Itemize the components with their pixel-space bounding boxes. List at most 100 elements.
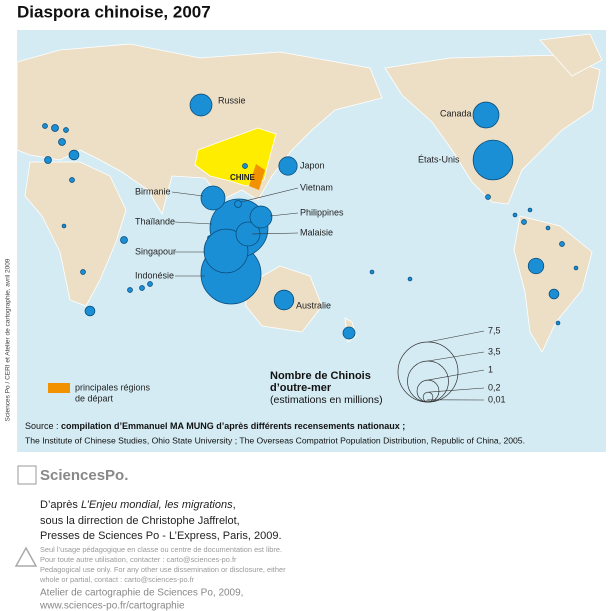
bubble [242, 163, 248, 169]
reference: Presses de Sciences Po - L’Express, Pari… [40, 530, 282, 542]
bubble [68, 149, 80, 161]
notice: Pour toute autre utilisation, contacter … [40, 555, 237, 564]
bubble [120, 236, 128, 244]
bubble [84, 305, 96, 317]
bubble [278, 156, 298, 176]
legend-leader [427, 351, 485, 362]
country-label: Malaisie [300, 227, 333, 237]
legend-label: 0,2 [488, 382, 501, 392]
country-label: Russie [218, 95, 246, 105]
departure-region [249, 164, 265, 190]
country-label: Singapour [135, 246, 176, 256]
departure-label: de départ [75, 393, 114, 403]
bubble [139, 285, 145, 291]
bubble [127, 287, 133, 293]
bubble [559, 241, 565, 247]
bubble [472, 139, 514, 181]
country-label: Australie [296, 300, 331, 310]
bubble [63, 127, 69, 133]
notice: Pedagogical use only. For any other use … [40, 565, 286, 574]
bubble [512, 212, 518, 218]
leader-line [251, 232, 299, 235]
legend-label: 1 [488, 364, 493, 374]
country-label: Japon [300, 160, 325, 170]
country-label: Vietnam [300, 182, 333, 192]
bubble [472, 101, 500, 129]
bubble [369, 269, 375, 275]
country-label: Indonésie [135, 270, 174, 280]
bubble [61, 223, 67, 229]
bubble [234, 200, 242, 208]
credit: Atelier de cartographie de Sciences Po, … [40, 588, 243, 599]
eurasia [16, 43, 383, 216]
country-label: Canada [440, 108, 472, 118]
reference: sous la dirrection de Christophe Jaffrel… [40, 515, 240, 527]
legend-leader [427, 387, 485, 393]
land [16, 33, 603, 353]
departure-swatch [48, 383, 70, 393]
notice: Seul l’usage pédagogique en classe ou ce… [40, 545, 282, 554]
bubble [545, 225, 551, 231]
logo-icon [17, 465, 37, 485]
source-prefix: Source : [25, 421, 61, 431]
bubble [69, 177, 75, 183]
greenland [539, 33, 603, 77]
country-label: Philippines [300, 207, 344, 217]
bubble [407, 276, 413, 282]
legend-label: 3,5 [488, 346, 501, 356]
china-label: CHINE [230, 173, 256, 182]
title: Diaspora chinoise, 2007 [17, 2, 211, 21]
source-bold: compilation d’Emmanuel MA MUNG d’après d… [61, 421, 405, 431]
ref-post: , [233, 499, 236, 511]
ref-italic: L’Enjeu mondial, les migrations [81, 499, 233, 511]
bubble [203, 228, 249, 274]
bubble [527, 207, 533, 213]
side-credit: Sciences Po / CERI et Atelier de cartogr… [5, 258, 12, 421]
leader-line [174, 221, 213, 225]
source: Source : compilation d’Emmanuel MA MUNG … [25, 421, 405, 431]
bubble [80, 269, 86, 275]
bubble [485, 194, 491, 200]
leader-line [171, 191, 204, 197]
bubble [555, 320, 561, 326]
legend-circle [426, 399, 430, 403]
bubble [249, 205, 273, 229]
legend-leader [427, 369, 485, 381]
legend-label: 0,01 [488, 394, 506, 404]
reference: D’après L’Enjeu mondial, les migrations, [40, 499, 236, 511]
bubble [189, 93, 213, 117]
bubble [44, 156, 52, 164]
ref-pre: D’après [40, 499, 81, 511]
bubble [58, 138, 66, 146]
size-title: d’outre-mer [270, 382, 332, 394]
bubbles: Indonésie Thaïlande Singapour Malaisie Phili… [42, 93, 579, 340]
legend-leader [427, 330, 485, 343]
bubble [527, 257, 545, 275]
country-label: Birmanie [135, 186, 171, 196]
bubble [200, 185, 226, 211]
logo: SciencesPo. [40, 467, 128, 484]
departure-label: principales régions [75, 382, 151, 392]
bubble [342, 326, 356, 340]
bubble [521, 219, 527, 225]
south-america [513, 215, 593, 353]
size-legend: 7,5 3,5 1 0,2 0,01 [397, 325, 506, 404]
bubble [51, 124, 59, 132]
bubble [147, 281, 153, 287]
legend-label: 7,5 [488, 325, 501, 335]
warning-icon [14, 546, 38, 567]
country-label: Thaïlande [135, 216, 175, 226]
credit: www.sciences-po.fr/cartographie [39, 601, 185, 611]
notice: whole or partial, contact : carto@scienc… [39, 575, 195, 584]
leader-line [269, 212, 299, 217]
bubble [573, 265, 579, 271]
size-subtitle: (estimations en millions) [270, 394, 383, 406]
africa [24, 161, 127, 307]
bubble [273, 289, 295, 311]
size-title: Nombre de Chinois [270, 370, 371, 382]
bubble [548, 288, 560, 300]
bubble [42, 123, 48, 129]
country-label: États-Unis [418, 154, 460, 164]
